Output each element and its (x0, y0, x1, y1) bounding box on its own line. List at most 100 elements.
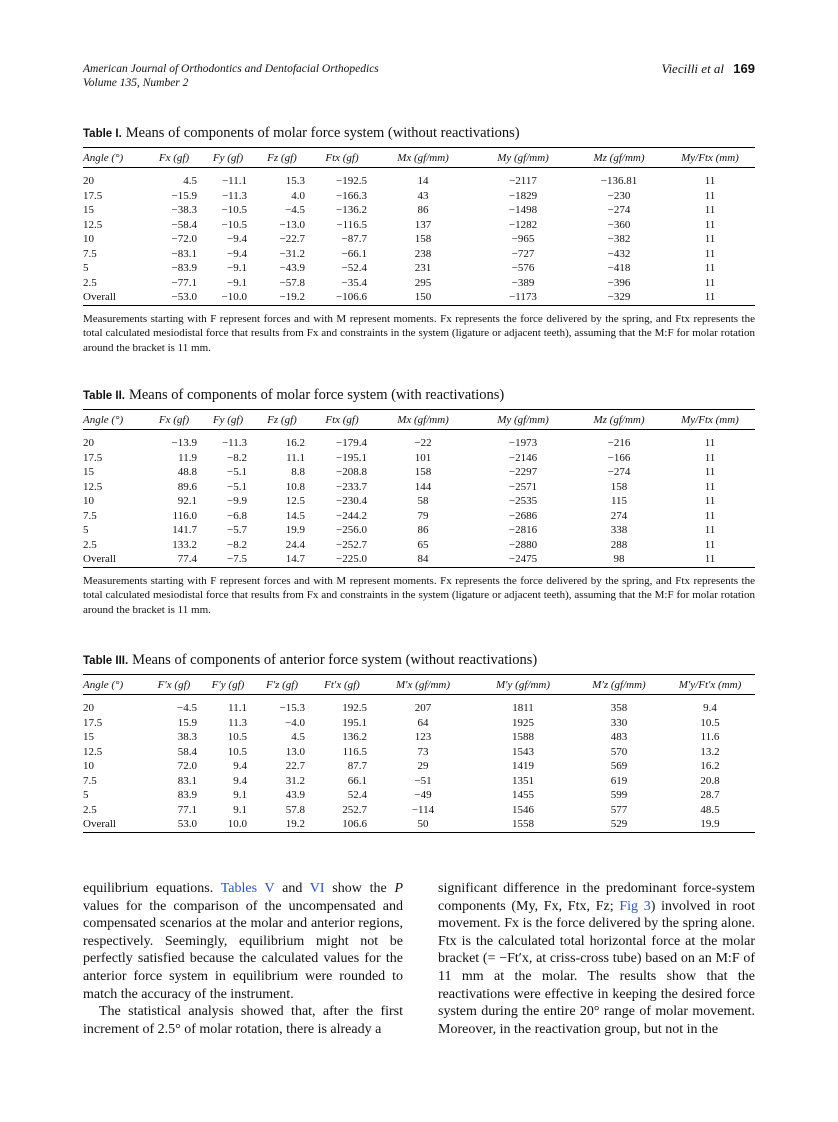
table-cell: 4.5 (291, 731, 305, 743)
table-cell: 137 (414, 218, 432, 231)
table-cell: −87.7 (341, 233, 367, 245)
table-cell: 144 (414, 480, 432, 493)
table-row: Overall −53.0 −10.0 −19.2 −106.6 150 −1173 −329… (83, 290, 755, 306)
table-cell: 577 (610, 803, 628, 816)
table-cell: −13.0 (279, 218, 305, 231)
table-cell: −2880 (508, 538, 538, 551)
table-cell: 79 (417, 509, 429, 522)
paragraph: equilibrium equations. Tables V and VI s… (83, 880, 403, 1003)
table-cell: 570 (610, 745, 628, 758)
table-row: 20 −4.5 11.1 −15.3 192.5 207 1811 358 9.4 (83, 695, 755, 716)
table-cell: −9.1 (227, 276, 247, 289)
table-cell: 5 (83, 789, 89, 801)
table-cell: −9.4 (227, 233, 247, 245)
table-cell: 14.7 (253, 552, 311, 568)
table-cell: 116.0 (172, 509, 197, 522)
table-row: Overall 53.0 10.0 19.2 106.6 50 1558 529 19.9 (83, 817, 755, 833)
table-cell: 38.3 (177, 731, 197, 743)
table-head: Angle (°) Fx (gf) Fy (gf) Fz (gf) Ftx (gf) Mx… (83, 147, 755, 168)
table-cell: 20 (83, 437, 94, 449)
table-cell: 11.3 (228, 716, 247, 729)
table-cell: 57.8 (285, 803, 305, 816)
table-cell: −1829 (508, 189, 538, 202)
link[interactable]: Fig 3 (619, 898, 651, 914)
table-cell: 16.2 (285, 437, 305, 449)
table-cell: −329 (573, 290, 665, 306)
table-row: 20 −13.9 −11.3 16.2 −179.4 −22 −1973 −216 11 (83, 430, 755, 451)
table-cell: −2117 (509, 175, 537, 187)
table-cell: 16.2 (700, 760, 720, 772)
column-header: My (gf/mm) (473, 147, 573, 168)
table-row: 12.5 89.6 −5.1 10.8 −233.7 144 −2571 158 11 (83, 480, 755, 495)
column-header: Ft′x (gf) (311, 674, 373, 695)
table-cell: 22.7 (285, 760, 305, 772)
table-cell: −418 (607, 262, 631, 274)
table-cell: 150 (373, 290, 473, 306)
table-cell: −11.3 (221, 437, 247, 449)
table-cell: 87.7 (347, 760, 367, 772)
column-header: My (gf/mm) (473, 409, 573, 430)
column-header: My/Ftx (mm) (665, 147, 755, 168)
table-cell: −2297 (508, 466, 538, 478)
table-cell: −166 (607, 451, 631, 464)
column-header: F′z (gf) (253, 674, 311, 695)
table-cell: −233.7 (336, 480, 367, 493)
table-cell: 15.3 (285, 175, 305, 187)
table-cell: 1925 (512, 716, 534, 729)
table-cell: Overall (83, 552, 145, 568)
table-cell: −216 (607, 437, 631, 449)
table-cell: −10.5 (221, 204, 247, 216)
table-cell: −195.1 (336, 451, 367, 464)
paragraph: The statistical analysis showed that, af… (83, 1003, 403, 1038)
table-cell: 11 (704, 247, 716, 260)
table-cell: 1546 (512, 803, 534, 816)
table-body: 20 4.5 −11.1 15.3 −192.5 14 −2117 −136.81 11 17.5… (83, 168, 755, 306)
table-cell: −43.9 (279, 262, 305, 274)
table-cell: −179.4 (336, 437, 367, 449)
table-cell: 11.1 (228, 702, 247, 714)
table-cell: 64 (417, 716, 429, 729)
text-run: equilibrium equations. (83, 881, 221, 896)
table-row: 15 −38.3 −10.5 −4.5 −136.2 86 −1498 −274 11 (83, 203, 755, 218)
text-run: The statistical analysis showed that, af… (83, 1004, 403, 1037)
table-row: 5 141.7 −5.7 19.9 −256.0 86 −2816 338 11 (83, 523, 755, 538)
table-cell: 11 (665, 290, 755, 306)
table-cell: −2571 (508, 480, 538, 493)
table-cell: 10.8 (285, 480, 305, 493)
table-cell: 2.5 (83, 538, 97, 551)
column-header: Mz (gf/mm) (573, 409, 665, 430)
table-cell: 101 (414, 451, 432, 464)
table-label: Table I. (83, 128, 122, 140)
table-cell: −230 (607, 189, 631, 202)
table-cell: −19.2 (253, 290, 311, 306)
table-cell: −274 (607, 204, 631, 216)
table-cell: 19.9 (665, 817, 755, 833)
table-cell: 15 (83, 204, 94, 216)
table-cell: 50 (373, 817, 473, 833)
table-cell: 92.1 (177, 495, 197, 507)
table-cell: 83.1 (177, 774, 197, 787)
table-cell: −13.9 (171, 437, 197, 449)
table-cell: −252.7 (336, 538, 367, 551)
link[interactable]: VI (309, 881, 325, 896)
table-cell: 86 (417, 204, 429, 216)
table-cell: 207 (414, 702, 432, 714)
table-cell: 20 (83, 702, 94, 714)
table-cell: 1558 (473, 817, 573, 833)
table-cell: Overall (83, 290, 145, 306)
link[interactable]: Tables V (220, 881, 275, 896)
table-block: Table II. Means of components of molar f… (83, 386, 755, 617)
table-row: 12.5 −58.4 −10.5 −13.0 −116.5 137 −1282 −360 11 (83, 218, 755, 233)
table-cell: −57.8 (279, 276, 305, 289)
data-table: Angle (°) Fx (gf) Fy (gf) Fz (gf) Ftx (gf) Mx… (83, 147, 755, 306)
table-cell: −58.4 (171, 218, 197, 231)
running-header-right: Viecilli et al 169 (661, 62, 755, 76)
table-cell: −114 (411, 803, 435, 816)
table-cell: 86 (417, 524, 429, 536)
table-cell: 11 (704, 262, 716, 274)
table-cell: 141.7 (172, 524, 197, 536)
table-cell: 15 (83, 731, 94, 743)
table-cell: 136.2 (342, 731, 367, 743)
table-cell: 72.0 (177, 760, 197, 772)
table-cell: 7.5 (83, 509, 97, 522)
